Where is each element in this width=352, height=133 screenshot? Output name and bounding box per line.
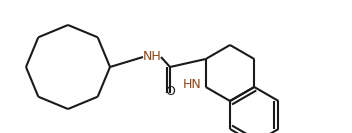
Text: O: O bbox=[165, 85, 175, 98]
Text: NH: NH bbox=[143, 51, 161, 63]
Text: HN: HN bbox=[182, 78, 201, 92]
